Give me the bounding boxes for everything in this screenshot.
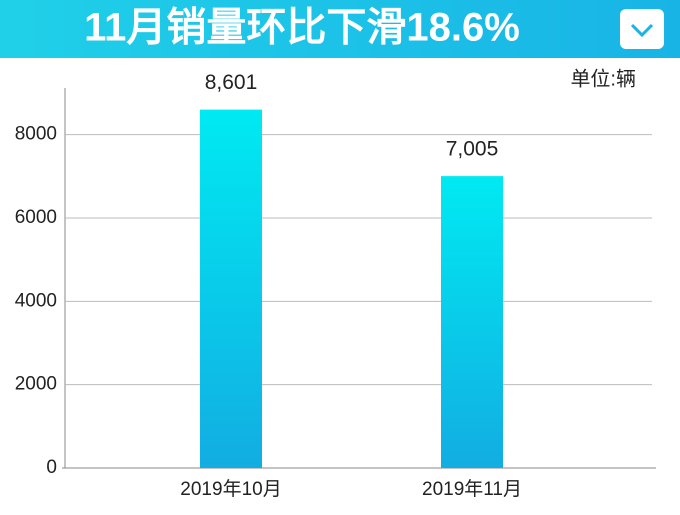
value-label: 8,601 xyxy=(205,71,258,94)
y-tick-label: 4000 xyxy=(15,290,57,311)
chart-title: 11月销量环比下滑18.6% xyxy=(84,6,520,50)
y-tick-label: 0 xyxy=(46,457,57,478)
x-tick-label: 2019年10月 xyxy=(180,478,281,500)
bar xyxy=(441,176,503,468)
x-tick-label: 2019年11月 xyxy=(422,478,522,500)
dropdown-icon[interactable] xyxy=(620,9,664,49)
y-tick-label: 2000 xyxy=(15,374,57,395)
value-label: 7,005 xyxy=(446,138,499,161)
y-tick-label: 8000 xyxy=(15,124,57,145)
header-band xyxy=(0,0,680,58)
y-tick-label: 6000 xyxy=(15,207,57,228)
unit-label: 单位:辆 xyxy=(570,67,636,90)
bar xyxy=(200,109,262,468)
